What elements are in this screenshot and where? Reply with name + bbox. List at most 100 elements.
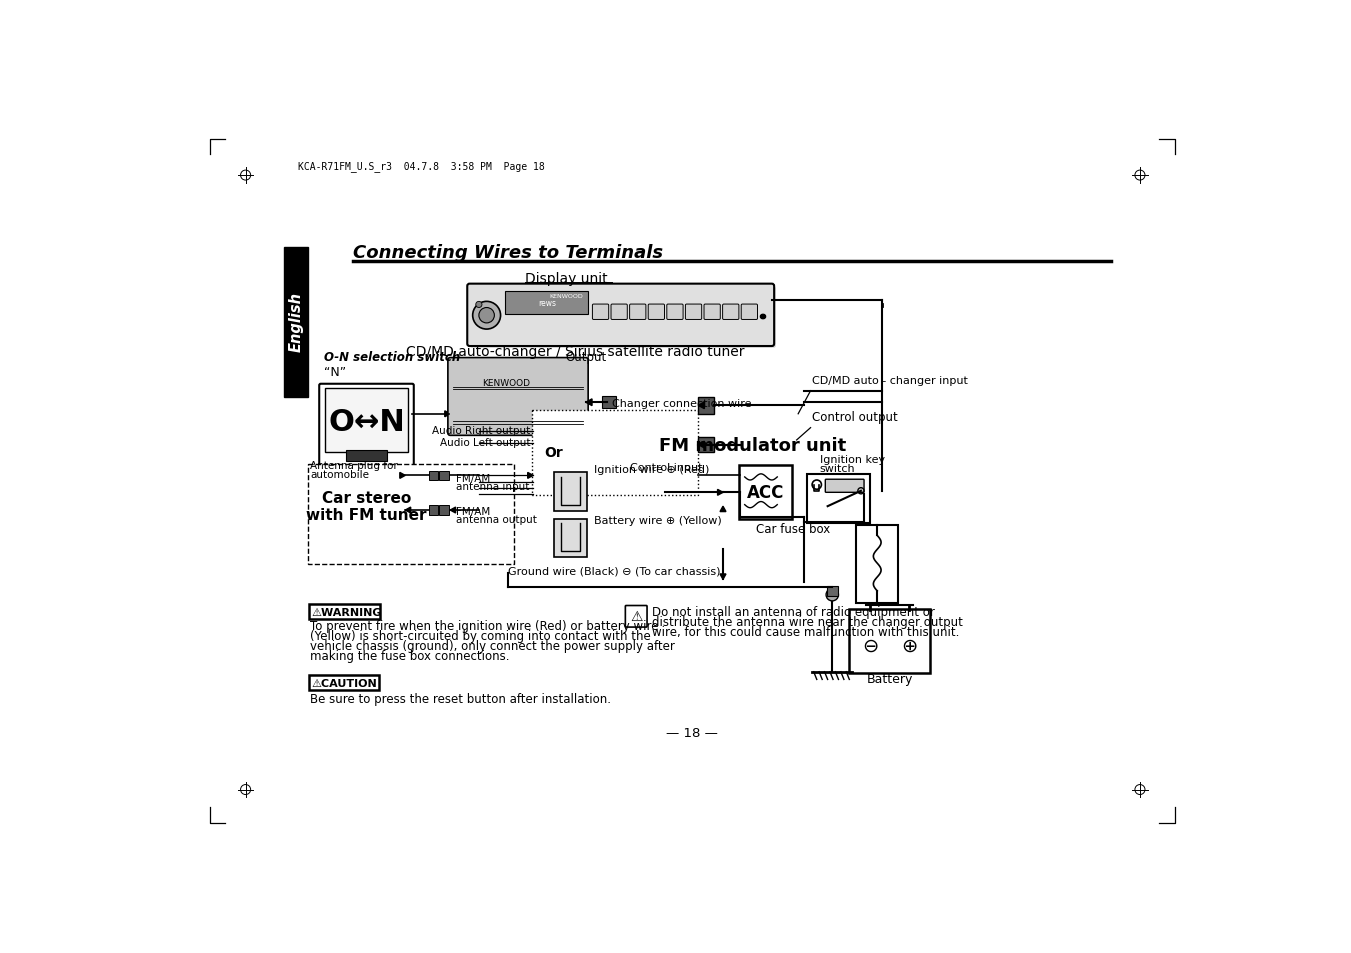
Text: CD/MD auto-changer / Sirius satellite radio tuner: CD/MD auto-changer / Sirius satellite ra… (407, 344, 744, 358)
FancyBboxPatch shape (324, 388, 408, 453)
FancyBboxPatch shape (739, 466, 792, 519)
FancyBboxPatch shape (554, 519, 586, 558)
Text: (Yellow) is short-circuited by coming into contact with the: (Yellow) is short-circuited by coming in… (309, 629, 651, 642)
Text: Ignition key: Ignition key (820, 455, 885, 465)
FancyBboxPatch shape (850, 609, 929, 674)
Text: vehicle chassis (ground), only connect the power supply after: vehicle chassis (ground), only connect t… (309, 639, 674, 652)
FancyBboxPatch shape (807, 475, 870, 523)
Text: antenna input: antenna input (455, 481, 530, 492)
Circle shape (478, 308, 494, 324)
Text: English: English (289, 292, 304, 352)
FancyBboxPatch shape (603, 396, 616, 409)
Text: Be sure to press the reset button after installation.: Be sure to press the reset button after … (309, 692, 611, 705)
FancyBboxPatch shape (825, 479, 865, 493)
FancyBboxPatch shape (698, 397, 713, 415)
Text: Ignition wire ⊕ (Red): Ignition wire ⊕ (Red) (593, 464, 709, 474)
FancyBboxPatch shape (698, 437, 713, 453)
Text: To prevent fire when the ignition wire (Red) or battery wire: To prevent fire when the ignition wire (… (309, 618, 658, 632)
Text: KENWOOD: KENWOOD (482, 379, 530, 388)
Text: Car stereo
with FM tuner: Car stereo with FM tuner (307, 491, 427, 523)
Text: Output: Output (566, 351, 607, 363)
Polygon shape (586, 399, 592, 406)
FancyBboxPatch shape (308, 464, 513, 564)
Polygon shape (720, 507, 725, 512)
Text: Display unit: Display unit (526, 272, 608, 286)
FancyBboxPatch shape (428, 472, 438, 480)
Text: — 18 —: — 18 — (666, 726, 717, 739)
Text: ⚠WARNING: ⚠WARNING (312, 607, 382, 617)
Text: O↔N: O↔N (328, 408, 405, 436)
Text: ⊕: ⊕ (901, 636, 917, 655)
Text: Battery wire ⊕ (Yellow): Battery wire ⊕ (Yellow) (593, 516, 721, 525)
Text: “N”: “N” (324, 366, 346, 379)
FancyBboxPatch shape (439, 472, 449, 480)
Circle shape (825, 589, 839, 601)
Text: Audio Left output: Audio Left output (439, 437, 530, 447)
Text: ⊖: ⊖ (862, 636, 878, 655)
Text: Audio Right output: Audio Right output (432, 426, 530, 436)
Text: Connecting Wires to Terminals: Connecting Wires to Terminals (354, 244, 663, 261)
Text: KENWOOD: KENWOOD (550, 294, 584, 298)
FancyBboxPatch shape (439, 506, 449, 516)
FancyBboxPatch shape (723, 305, 739, 320)
FancyBboxPatch shape (470, 288, 775, 348)
FancyBboxPatch shape (857, 525, 898, 603)
FancyBboxPatch shape (346, 451, 388, 461)
Text: distribute the antenna wire near the changer output: distribute the antenna wire near the cha… (653, 615, 963, 628)
FancyBboxPatch shape (648, 305, 665, 320)
Text: Control input: Control input (630, 462, 703, 473)
Text: Control output: Control output (812, 411, 898, 423)
Text: CD/MD auto - changer input: CD/MD auto - changer input (812, 375, 969, 386)
Text: rews: rews (538, 299, 557, 308)
Text: Battery: Battery (866, 672, 913, 685)
FancyBboxPatch shape (505, 292, 588, 315)
Text: KCA-R71FM_U.S_r3  04.7.8  3:58 PM  Page 18: KCA-R71FM_U.S_r3 04.7.8 3:58 PM Page 18 (299, 161, 544, 172)
Polygon shape (717, 490, 723, 496)
FancyBboxPatch shape (704, 305, 720, 320)
FancyBboxPatch shape (319, 384, 413, 468)
FancyBboxPatch shape (467, 284, 774, 347)
FancyBboxPatch shape (630, 305, 646, 320)
FancyBboxPatch shape (667, 305, 684, 320)
Polygon shape (444, 412, 450, 417)
Polygon shape (698, 442, 704, 449)
FancyBboxPatch shape (554, 473, 586, 511)
Polygon shape (405, 508, 411, 514)
Text: ⚠: ⚠ (630, 610, 643, 623)
Text: ACC: ACC (747, 484, 785, 502)
Polygon shape (400, 473, 405, 478)
Text: FM/AM: FM/AM (455, 474, 490, 483)
FancyBboxPatch shape (827, 587, 838, 596)
FancyBboxPatch shape (309, 604, 381, 619)
FancyBboxPatch shape (685, 305, 701, 320)
Text: making the fuse box connections.: making the fuse box connections. (309, 649, 509, 662)
Text: antenna output: antenna output (455, 515, 536, 525)
FancyBboxPatch shape (309, 675, 378, 691)
FancyBboxPatch shape (531, 411, 698, 496)
Text: Ground wire (Black) ⊖ (To car chassis): Ground wire (Black) ⊖ (To car chassis) (508, 565, 720, 576)
FancyBboxPatch shape (449, 358, 588, 436)
FancyBboxPatch shape (592, 305, 609, 320)
Text: Or: Or (544, 446, 563, 459)
Text: FM modulator unit: FM modulator unit (659, 436, 846, 455)
Text: FM/AM: FM/AM (455, 506, 490, 517)
Text: Car fuse box: Car fuse box (755, 522, 830, 535)
Text: ⚠CAUTION: ⚠CAUTION (312, 678, 377, 688)
Polygon shape (720, 575, 725, 579)
Text: O-N selection switch: O-N selection switch (324, 351, 461, 363)
FancyBboxPatch shape (470, 287, 775, 348)
Polygon shape (528, 473, 534, 478)
FancyBboxPatch shape (742, 305, 758, 320)
Polygon shape (698, 402, 704, 409)
Text: switch: switch (820, 463, 855, 474)
Text: Do not install an antenna of radio equipment or: Do not install an antenna of radio equip… (653, 605, 935, 618)
FancyBboxPatch shape (284, 248, 308, 397)
FancyBboxPatch shape (611, 305, 627, 320)
FancyBboxPatch shape (428, 506, 438, 516)
FancyBboxPatch shape (469, 286, 774, 347)
Text: Changer connection wire: Changer connection wire (612, 399, 751, 409)
FancyBboxPatch shape (626, 606, 647, 627)
Circle shape (476, 302, 482, 308)
Polygon shape (450, 508, 455, 514)
Text: wire, for this could cause malfunction with this unit.: wire, for this could cause malfunction w… (653, 625, 959, 639)
